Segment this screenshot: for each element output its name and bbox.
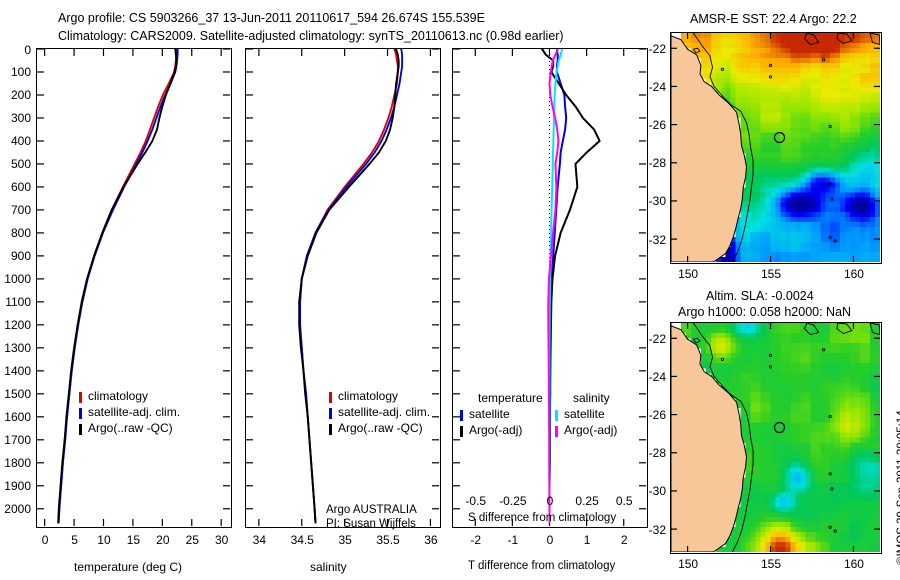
depth-tick-1100: 1100: [5, 295, 31, 310]
difference-legend-t-swatch-1: [460, 426, 463, 437]
sdiff-tick-0p25: 0.25: [575, 494, 599, 508]
temperature-legend-label-1: satellite-adj. clim.: [88, 405, 181, 419]
sdiff-tick--0p5: -0.5: [465, 494, 487, 508]
tdiff-tick--2: -2: [470, 533, 482, 547]
sla-lon-150: 150: [678, 557, 699, 571]
difference-legend-t-label-1: Argo(-adj): [469, 423, 523, 437]
sst-lat-24: -24: [648, 79, 666, 94]
sla-lat-24: -24: [648, 369, 666, 384]
sdiff-tick-0p5: 0.5: [615, 494, 633, 508]
salinity-tick-34: 34: [252, 533, 267, 547]
difference-s-axis-label: S difference from climatology: [468, 512, 617, 524]
tdiff-tick-0: 0: [546, 533, 554, 547]
depth-tick-2000: 2000: [4, 502, 31, 517]
temperature-tick-10: 10: [97, 533, 111, 547]
sla-lat-30: -30: [648, 484, 666, 499]
sdiff-tick-0: 0: [546, 494, 554, 508]
temperature-tick-20: 20: [156, 533, 170, 547]
salinity-legend-label-0: climatology: [338, 389, 399, 403]
attribution-line-2: PI: Susan Wijffels: [326, 518, 416, 530]
depth-tick-100: 100: [10, 65, 31, 80]
difference-legend-t-label-0: satellite: [469, 407, 510, 421]
difference-legend-t-swatch-0: [460, 410, 463, 421]
salinity-tick-35: 35: [338, 533, 352, 547]
sdiff-tick--0p25: -0.25: [499, 494, 527, 508]
sla-map-title-line-2: Argo h1000: 0.058 h2000: NaN: [678, 305, 852, 319]
difference-legend-s-label-0: satellite: [564, 407, 605, 421]
sla-lat-26: -26: [648, 408, 666, 423]
sla-lat-32: -32: [648, 522, 666, 537]
sst-lon-155: 155: [761, 267, 782, 281]
difference-panel: [452, 48, 648, 528]
depth-tick-1000: 1000: [4, 272, 31, 287]
header-line-1: Argo profile: CS 5903266_37 13-Jun-2011 …: [58, 11, 485, 25]
sst-lon-160: 160: [843, 267, 864, 281]
attribution-line-1: Argo AUSTRALIA: [326, 504, 417, 516]
temperature-legend-label-2: Argo(..raw -QC): [88, 421, 173, 435]
difference-legend-s-swatch-1: [555, 426, 558, 437]
temperature-panel: [36, 48, 232, 528]
sst-lat-30: -30: [648, 194, 666, 209]
temperature-legend-swatch-1: [79, 408, 82, 419]
temperature-tick-5: 5: [71, 533, 78, 547]
salinity-tick-34p5: 34.5: [290, 533, 314, 547]
difference-legend-heading-0: temperature: [478, 391, 543, 405]
difference-legend-s-swatch-0: [555, 410, 558, 421]
temperature-tick-0: 0: [41, 533, 49, 547]
sla-lat-28: -28: [648, 446, 666, 461]
depth-tick-1500: 1500: [4, 387, 31, 402]
depth-tick-1600: 1600: [4, 410, 31, 425]
difference-legend-s-label-1: Argo(-adj): [564, 423, 618, 437]
salinity-axis-label: salinity: [310, 560, 347, 574]
temperature-tick-15: 15: [126, 533, 141, 547]
sst-lat-32: -32: [648, 232, 666, 247]
difference-t-axis-label: T difference from climatology: [468, 560, 616, 572]
depth-tick-0: 0: [24, 42, 31, 57]
temperature-tick-25: 25: [185, 533, 199, 547]
tdiff-tick--1: -1: [507, 533, 519, 547]
temperature-tick-30: 30: [214, 533, 229, 547]
depth-tick-300: 300: [10, 111, 31, 126]
depth-tick-400: 400: [10, 134, 31, 149]
depth-tick-1700: 1700: [4, 433, 31, 448]
depth-tick-1300: 1300: [4, 341, 31, 356]
depth-tick-500: 500: [10, 157, 31, 172]
salinity-legend-swatch-2: [329, 424, 332, 435]
sst-lat-28: -28: [648, 156, 666, 171]
sst-lon-150: 150: [678, 267, 699, 281]
temperature-axis-label: temperature (deg C): [74, 560, 183, 574]
sla-map-title-line-1: Altim. SLA: -0.0024: [706, 289, 814, 303]
sst-map-title: AMSR-E SST: 22.4 Argo: 22.2: [690, 12, 857, 26]
salinity-panel: [245, 48, 441, 528]
sst-lat-26: -26: [648, 118, 666, 133]
depth-tick-1900: 1900: [4, 479, 31, 494]
depth-tick-600: 600: [10, 180, 31, 195]
depth-tick-900: 900: [10, 249, 31, 264]
header-line-2: Climatology: CARS2009. Satellite-adjuste…: [58, 29, 564, 43]
salinity-legend-swatch-1: [329, 408, 332, 419]
sla-map[interactable]: [670, 322, 882, 554]
temperature-legend-swatch-0: [79, 392, 82, 403]
depth-tick-700: 700: [10, 203, 31, 218]
salinity-legend-swatch-0: [329, 392, 332, 403]
sst-lat-22: -22: [648, 41, 666, 56]
depth-tick-800: 800: [10, 226, 31, 241]
difference-legend-heading-1: salinity: [573, 391, 610, 405]
sla-lon-160: 160: [843, 557, 864, 571]
temperature-legend-swatch-2: [79, 424, 82, 435]
salinity-legend-label-2: Argo(..raw -QC): [338, 421, 423, 435]
sst-map[interactable]: [670, 32, 882, 264]
salinity-tick-36: 36: [424, 533, 438, 547]
sla-lat-22: -22: [648, 331, 666, 346]
depth-tick-1200: 1200: [4, 318, 31, 333]
depth-tick-200: 200: [10, 88, 31, 103]
temperature-legend-label-0: climatology: [88, 389, 149, 403]
tdiff-tick-1: 1: [583, 533, 591, 547]
salinity-legend-label-1: satellite-adj. clim.: [338, 405, 431, 419]
tdiff-tick-2: 2: [620, 533, 628, 547]
salinity-tick-35p5: 35.5: [376, 533, 400, 547]
depth-tick-1800: 1800: [4, 456, 31, 471]
depth-tick-1400: 1400: [4, 364, 31, 379]
sla-lon-155: 155: [761, 557, 782, 571]
